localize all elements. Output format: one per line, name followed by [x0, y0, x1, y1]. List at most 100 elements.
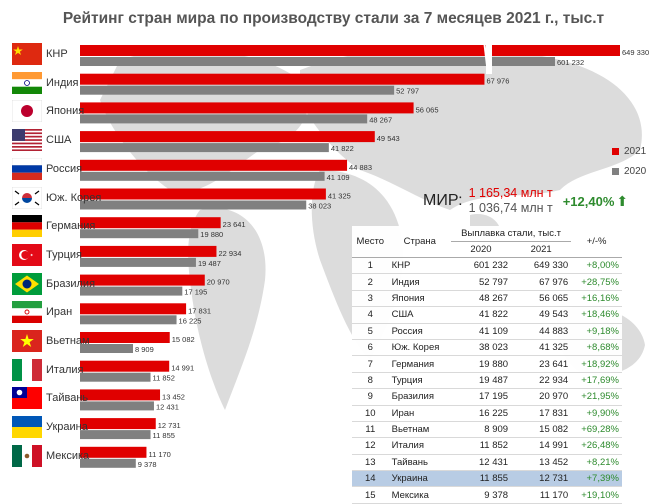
taiwan-flag-icon — [12, 387, 42, 410]
table-row: 13 Тайвань 12 431 13 452 +8,21% — [352, 454, 622, 472]
bar-label-2021-9: 17 831 — [188, 306, 211, 315]
cell-change: +18,46% — [571, 306, 622, 324]
cell-change: +9,18% — [571, 323, 622, 340]
bar-label-2020-10: 8 909 — [135, 345, 154, 354]
country-name: Италия — [46, 363, 84, 376]
legend-label-2021: 2021 — [624, 146, 647, 157]
cell-y2020: 12 431 — [450, 454, 512, 472]
country-label-item: США — [12, 127, 71, 153]
table-row: 12 Италия 11 852 14 991 +26,48% — [352, 437, 622, 455]
bar-2020-0 — [80, 57, 555, 66]
bar-label-2020-2: 48 267 — [369, 115, 392, 124]
cell-y2020: 601 232 — [450, 257, 512, 275]
table-row: 4 США 41 822 49 543 +18,46% — [352, 306, 622, 324]
bar-label-2021-6: 23 641 — [223, 220, 246, 229]
table-row: 10 Иран 16 225 17 831 +9,90% — [352, 405, 622, 422]
table-row: 1 КНР 601 232 649 330 +8,00% — [352, 257, 622, 275]
cell-change: +16,16% — [571, 290, 622, 308]
header-2021: 2021 — [511, 241, 572, 258]
country-label-item: Япония — [12, 98, 84, 124]
bar-label-2020-12: 12 431 — [156, 402, 179, 411]
cell-country: Иран — [388, 405, 451, 422]
table-row: 2 Индия 52 797 67 976 +28,75% — [352, 273, 622, 291]
cell-country: Вьетнам — [388, 421, 451, 439]
table-subheader-row: 2020 2021 — [352, 241, 622, 258]
cell-y2021: 44 883 — [511, 323, 572, 340]
bar-label-2020-9: 16 225 — [179, 316, 202, 325]
bar-2021-8 — [80, 274, 205, 286]
bar-2021-4 — [80, 159, 348, 171]
legend-label-2020: 2020 — [624, 166, 647, 177]
cell-y2021: 20 970 — [511, 388, 572, 406]
country-label-item: Украина — [12, 414, 88, 440]
bar-2020-12 — [80, 401, 154, 411]
country-label-item: Иран — [12, 299, 72, 325]
bar-2021-10 — [80, 332, 170, 343]
russia-flag-icon — [12, 157, 42, 180]
japan-flag-icon — [12, 100, 42, 123]
cell-y2021: 649 330 — [511, 257, 572, 275]
cell-y2020: 8 909 — [450, 421, 512, 439]
mexico-flag-icon — [12, 444, 42, 467]
cell-place: 4 — [352, 306, 389, 324]
bar-label-2021-4: 44 883 — [349, 163, 372, 172]
bar-2020-1 — [80, 85, 395, 95]
cell-place: 5 — [352, 323, 389, 340]
country-name: Германия — [46, 220, 96, 233]
ranking-table: Место Страна Выплавка стали, тыс.т +/-% … — [352, 226, 622, 504]
bar-label-2020-8: 17 195 — [184, 288, 207, 297]
cell-change: +8,00% — [571, 257, 622, 275]
bar-2021-5 — [80, 188, 326, 200]
table-row: 9 Бразилия 17 195 20 970 +21,95% — [352, 388, 622, 406]
cell-y2021: 67 976 — [511, 273, 572, 291]
country-label-item: Юж. Корея — [12, 185, 101, 211]
bar-2021-11 — [80, 360, 170, 372]
cell-country: Индия — [388, 273, 451, 291]
india-flag-icon — [12, 71, 42, 94]
cell-y2020: 41 822 — [450, 306, 512, 324]
bar-label-2021-11: 14 991 — [171, 364, 194, 373]
cell-country: Тайвань — [388, 454, 451, 472]
table-row: 14 Украина 11 855 12 731 +7,39% — [352, 470, 622, 488]
bar-2021-1 — [80, 73, 485, 85]
cell-country: Италия — [388, 437, 451, 455]
bar-2020-4 — [80, 171, 325, 181]
cell-y2020: 38 023 — [450, 339, 512, 357]
bar-label-2021-2: 56 065 — [416, 105, 439, 114]
country-name: Турция — [46, 248, 82, 261]
bar-2021-0 — [80, 45, 620, 56]
cell-place: 9 — [352, 388, 389, 406]
cell-y2020: 16 225 — [450, 405, 512, 422]
country-name: Украина — [46, 421, 88, 434]
bar-label-2021-12: 13 452 — [162, 392, 185, 401]
bar-2021-6 — [80, 217, 221, 229]
bar-2020-13 — [80, 430, 151, 440]
cell-place: 10 — [352, 405, 389, 422]
country-name: Индия — [46, 76, 79, 89]
country-label-item: Бразилия — [12, 271, 95, 297]
cell-place: 1 — [352, 257, 389, 275]
country-name: Япония — [46, 105, 85, 118]
header-place: Место — [352, 226, 389, 258]
bar-2020-7 — [80, 257, 196, 267]
bar-2021-3 — [80, 131, 375, 143]
cell-place: 12 — [352, 437, 389, 455]
cell-place: 8 — [352, 372, 389, 390]
cell-change: +21,95% — [571, 388, 622, 406]
bar-2020-14 — [80, 458, 136, 468]
bar-2020-3 — [80, 143, 329, 153]
italy-flag-icon — [12, 358, 42, 381]
cell-y2021: 13 452 — [511, 454, 572, 472]
table-header-row: Место Страна Выплавка стали, тыс.т +/-% — [352, 226, 622, 258]
bar-label-2020-14: 9 378 — [138, 460, 157, 469]
world-value-2021: 1 165,34 млн т — [468, 186, 553, 200]
bar-label-2021-14: 11 170 — [148, 450, 170, 459]
bar-2020-2 — [80, 114, 368, 124]
legend-item-2020: 2020 — [612, 166, 646, 177]
iran-flag-icon — [12, 301, 42, 324]
cell-place: 11 — [352, 421, 389, 439]
bar-label-2021-3: 49 543 — [377, 134, 400, 143]
cell-place: 14 — [352, 470, 389, 488]
country-name: Юж. Корея — [46, 191, 102, 204]
